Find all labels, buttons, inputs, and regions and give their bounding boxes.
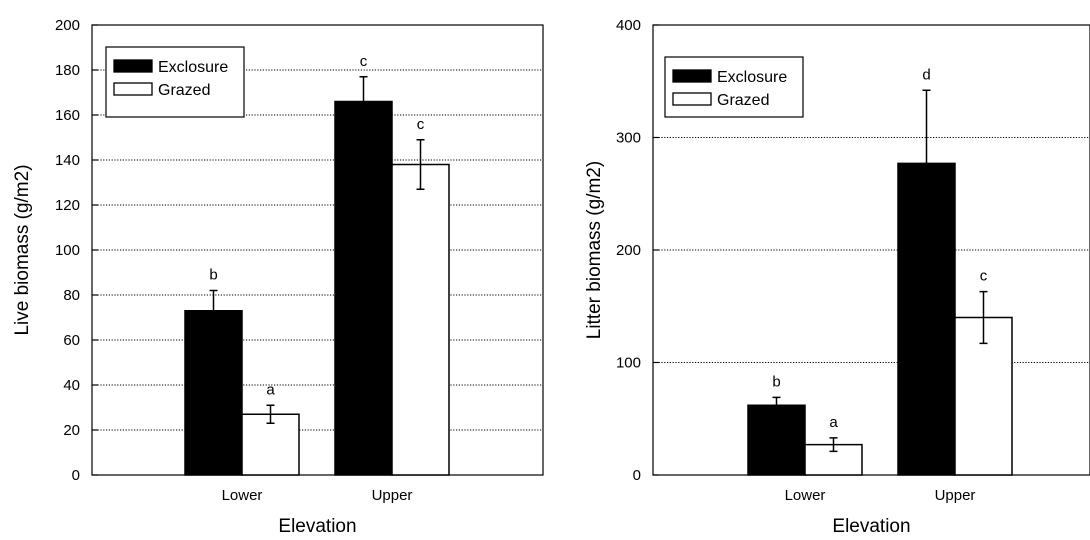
y-tick-label: 400 xyxy=(616,17,641,34)
significance-letter: c xyxy=(360,53,368,70)
y-axis-title: Live biomass (g/m2) xyxy=(12,164,33,335)
legend-swatch-grazed xyxy=(672,92,712,106)
legend-swatch-exclosure xyxy=(113,59,153,73)
legend-box xyxy=(664,56,804,118)
x-category-label: Upper xyxy=(935,487,976,504)
legend: Exclosure Grazed xyxy=(105,46,245,118)
significance-letter: a xyxy=(266,381,275,398)
bar-grazed-lower xyxy=(241,413,300,476)
y-tick-label: 100 xyxy=(55,242,80,259)
x-category-label: Lower xyxy=(785,487,826,504)
significance-letter: a xyxy=(829,414,838,431)
x-axis-title: Elevation xyxy=(278,516,356,537)
y-tick-label: 120 xyxy=(55,197,80,214)
x-axis-title: Elevation xyxy=(832,516,910,537)
legend-swatch-exclosure xyxy=(672,69,712,83)
y-tick-label: 200 xyxy=(616,242,641,259)
bar-exclosure-lower xyxy=(747,404,806,476)
chart-panel-2: 0 100 200 300 400 b a Lower d c Upper Elevation Litt… xyxy=(584,17,1090,537)
y-tick-label: 100 xyxy=(616,355,641,372)
chart-panel-1: 0 20 40 60 80 100 120 140 160 180 200 b a Lower c c Uppe… xyxy=(12,17,544,537)
y-tick-label: 20 xyxy=(63,422,80,439)
y-tick-label: 200 xyxy=(55,17,80,34)
y-tick-label: 60 xyxy=(63,332,80,349)
significance-letter: c xyxy=(980,268,988,285)
legend-label: Grazed xyxy=(158,82,210,99)
y-tick-label: 160 xyxy=(55,107,80,124)
legend-swatch-grazed xyxy=(113,82,153,96)
significance-letter: b xyxy=(772,373,780,390)
significance-letter: c xyxy=(417,116,425,133)
y-axis-title: Litter biomass (g/m2) xyxy=(584,161,605,339)
significance-letter: d xyxy=(922,66,930,83)
bar-grazed-upper xyxy=(391,163,450,476)
legend: Exclosure Grazed xyxy=(664,56,804,118)
legend-box xyxy=(105,46,245,118)
y-tick-label: 140 xyxy=(55,152,80,169)
y-tick-label: 0 xyxy=(72,467,80,484)
significance-letter: b xyxy=(209,267,217,284)
y-tick-label: 0 xyxy=(633,467,641,484)
legend-label: Exclosure xyxy=(717,69,787,86)
y-tick-label: 80 xyxy=(63,287,80,304)
bar-exclosure-upper xyxy=(334,100,393,476)
x-category-label: Upper xyxy=(372,487,413,504)
y-tick-label: 180 xyxy=(55,62,80,79)
y-tick-label: 300 xyxy=(616,130,641,147)
bar-exclosure-lower xyxy=(184,310,243,476)
y-tick-label: 40 xyxy=(63,377,80,394)
legend-label: Grazed xyxy=(717,92,769,109)
x-category-label: Lower xyxy=(222,487,263,504)
legend-label: Exclosure xyxy=(158,59,228,76)
